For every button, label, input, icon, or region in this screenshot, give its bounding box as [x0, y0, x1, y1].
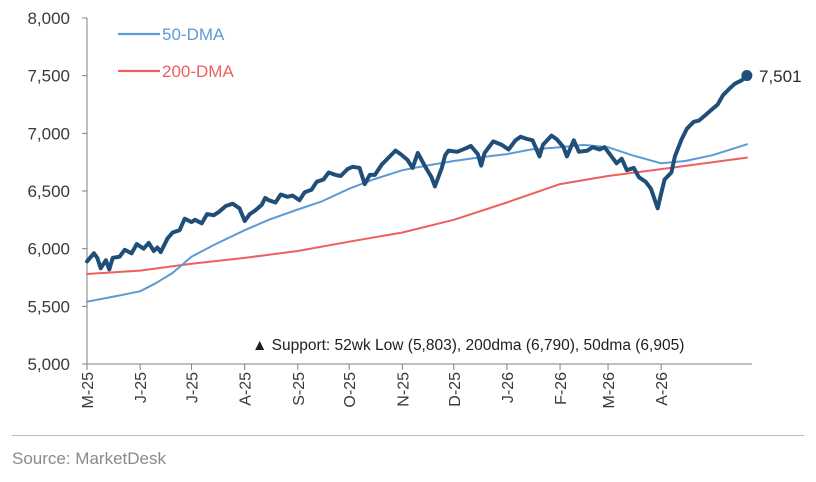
x-tick-label: D-25: [447, 372, 464, 407]
x-tick-label: M-25: [80, 372, 97, 409]
dma50-line: [86, 143, 748, 303]
y-tick-label: 7,500: [27, 67, 70, 86]
x-axis: M-25 J-25 J-25 A-25 S-25 O-25 N-25 D-25 J-26 F-26…: [80, 363, 752, 409]
y-tick-label: 5,000: [27, 355, 70, 374]
x-tick-label: N-25: [395, 372, 412, 407]
legend: 50-DMA 200-DMA: [118, 25, 234, 81]
x-tick-label: F-26: [553, 372, 570, 405]
end-value-label: 7,501: [759, 67, 802, 86]
x-tick-label: A-26: [654, 372, 671, 406]
y-tick-label: 6,000: [27, 240, 70, 259]
y-tick-label: 8,000: [27, 9, 70, 28]
y-tick-label: 5,500: [27, 297, 70, 316]
x-tick-label: M-26: [601, 372, 618, 409]
series-layer: [85, 70, 753, 303]
price-line: [85, 73, 749, 272]
footer-rule: [12, 435, 804, 436]
y-tick-label: 7,000: [27, 124, 70, 143]
x-tick-label: J-25: [185, 372, 202, 403]
x-tick-label: O-25: [342, 372, 359, 408]
support-annotation: ▲ Support: 52wk Low (5,803), 200dma (6,7…: [252, 337, 684, 354]
y-tick-label: 6,500: [27, 182, 70, 201]
legend-label-200dma: 200-DMA: [162, 62, 234, 81]
chart: 5,000 5,500 6,000 6,500 7,000 7,500 8,000 M-25…: [27, 9, 802, 409]
legend-label-50dma: 50-DMA: [162, 25, 225, 44]
y-axis: 5,000 5,500 6,000 6,500 7,000 7,500 8,000: [27, 9, 88, 374]
x-tick-label: J-25: [133, 372, 150, 403]
x-tick-label: S-25: [291, 372, 308, 406]
end-point-marker: [741, 70, 753, 82]
x-tick-label: A-25: [238, 372, 255, 406]
x-tick-label: J-26: [500, 372, 517, 403]
source-note: Source: MarketDesk: [12, 449, 166, 468]
dma200-line: [86, 156, 748, 275]
